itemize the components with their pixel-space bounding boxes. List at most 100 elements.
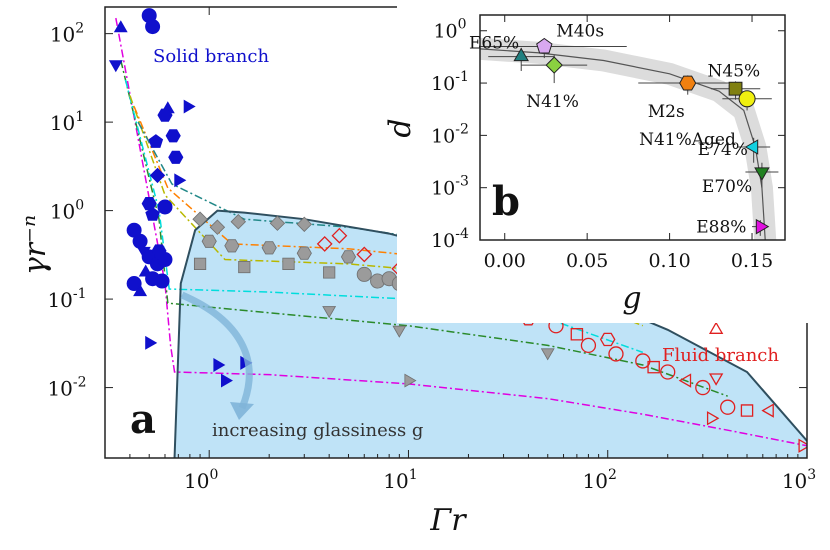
solid-blue-point — [126, 222, 142, 238]
solid-blue-point — [157, 108, 173, 122]
model-curve-g-6 — [137, 121, 529, 265]
gray-halffill — [282, 258, 295, 270]
gray-halffill — [323, 306, 336, 318]
solid-blue-point — [183, 99, 196, 114]
solid-blue-point — [151, 244, 167, 258]
sample-marker — [513, 47, 529, 62]
gray-halffill — [323, 266, 335, 279]
sample-label: E88% — [696, 218, 746, 238]
fluid-red-point — [331, 227, 348, 244]
sample-marker — [754, 167, 770, 181]
solid-branch-annotation: Solid branch — [153, 46, 269, 67]
fluid-red-point — [695, 379, 711, 396]
sample-marker — [744, 139, 759, 155]
fluid-red-point — [740, 404, 754, 417]
model-curve-g-min — [115, 17, 807, 447]
gray-halffill — [193, 212, 208, 227]
x-tick-label: 103 — [782, 467, 816, 493]
b-y-tick-label: 10-4 — [431, 226, 469, 252]
panel-b-ylabel: d — [383, 118, 418, 137]
envelope-curve — [173, 209, 807, 458]
b-y-tick-label: 10-1 — [431, 69, 469, 95]
y-tick-label: 100 — [50, 198, 84, 224]
panel-b-label: b — [492, 178, 520, 225]
sample-label: M2s — [648, 102, 685, 122]
b-y-tick-label: 10-2 — [431, 121, 469, 147]
sample-marker — [728, 81, 743, 96]
fluid-red-point — [678, 373, 692, 388]
solid-blue-point — [174, 173, 187, 188]
panel-a-ticks: 100 101 102 103 10-2 10-1 100 101 102 — [47, 7, 816, 493]
fluid-red-point — [720, 399, 736, 415]
sample-label: M40s — [556, 21, 604, 41]
b-y-tick-label: 100 — [433, 17, 466, 43]
solid-blue-point — [157, 199, 173, 215]
gray-halffill — [541, 348, 554, 360]
fluid-branch-annotation: Fluid branch — [662, 345, 779, 366]
panel-b-xlabel: g — [622, 281, 641, 316]
fluid-red-point — [761, 403, 774, 418]
gray-halffill — [270, 216, 285, 231]
fluid-red-point — [708, 373, 724, 386]
panel-a: 100 101 102 103 10-2 10-1 100 101 102 a Solid br… — [18, 6, 816, 538]
y-tick-label: 102 — [50, 21, 84, 47]
gray-halffill — [405, 374, 416, 387]
solid-blue-point — [141, 8, 157, 24]
panel-a-label: a — [130, 396, 156, 443]
sample-marker — [738, 90, 756, 108]
sample-marker — [536, 37, 553, 54]
gray-halffill — [357, 267, 372, 282]
gray-halffill — [297, 217, 312, 232]
panel-a-ylabel: γr⁻ⁿ — [18, 215, 53, 275]
solid-blue-point — [133, 284, 148, 297]
solid-blue-point — [108, 60, 123, 73]
solid-blue-point — [132, 233, 148, 249]
b-x-tick-label: 0.05 — [566, 250, 608, 272]
sample-label: E70% — [702, 177, 752, 197]
fluid-red-point — [798, 438, 807, 453]
y-tick-label: 101 — [50, 109, 84, 135]
gray-halffill — [393, 326, 406, 337]
solid-blue-point — [141, 197, 157, 211]
solid-blue-point — [113, 20, 128, 33]
solid-blue-point — [221, 373, 234, 388]
sample-label: E74% — [698, 140, 748, 160]
gray-halffill — [194, 258, 206, 270]
panel-a-xlabel: Γr — [429, 503, 467, 538]
x-tick-label: 102 — [583, 467, 617, 493]
y-tick-label: 10-1 — [47, 286, 86, 312]
model-curve-g-5 — [133, 106, 578, 293]
fluid-red-point — [608, 346, 624, 362]
y-tick-label: 10-2 — [47, 375, 86, 401]
sample-label: N45% — [708, 62, 761, 82]
gray-halffill — [231, 214, 246, 229]
b-y-tick-label: 10-3 — [431, 174, 469, 200]
fluid-red-point — [316, 235, 333, 252]
solid-blue-point — [149, 167, 166, 184]
sample-marker — [755, 218, 770, 235]
x-tick-label: 100 — [184, 467, 218, 493]
x-tick-label: 101 — [383, 467, 417, 493]
gray-halffill — [262, 241, 277, 254]
solid-blue-point — [148, 134, 164, 148]
fluid-red-point — [647, 360, 660, 374]
glassiness-arrow-label: increasing glassiness g — [212, 420, 423, 441]
fluid-red-point — [356, 246, 373, 263]
solid-blue-point — [145, 335, 158, 350]
solid-blue-point — [154, 273, 170, 289]
gray-halffill — [202, 235, 217, 248]
panel-a-data — [108, 8, 807, 458]
panel-a-plot-area — [108, 8, 807, 458]
glassiness-arrow — [180, 291, 253, 410]
gray-halffill — [238, 261, 250, 273]
fluid-red-point — [570, 328, 584, 341]
solid-blue-point — [168, 150, 184, 164]
b-x-tick-label: 0.15 — [731, 250, 773, 272]
gray-halffill — [341, 250, 356, 263]
solid-blue-point — [126, 276, 142, 292]
fluid-red-point — [706, 411, 720, 426]
solid-blue-point — [145, 19, 161, 35]
